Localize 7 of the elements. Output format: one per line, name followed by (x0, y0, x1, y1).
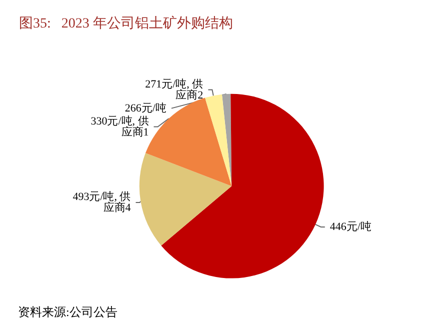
slice-label: 330元/吨, 供应商1 (90, 114, 149, 138)
slice-label: 271元/吨, 供应商2 (145, 77, 204, 102)
chart-title: 图35: 2023 年公司铝土矿外购结构 (19, 16, 233, 32)
slice-label: 266元/吨 (124, 101, 166, 114)
slice-label: 446元/吨 (330, 220, 372, 233)
text: 资料来源:公司公告 (18, 305, 118, 319)
slice-label: 493元/吨, 供应商4 (72, 190, 132, 214)
